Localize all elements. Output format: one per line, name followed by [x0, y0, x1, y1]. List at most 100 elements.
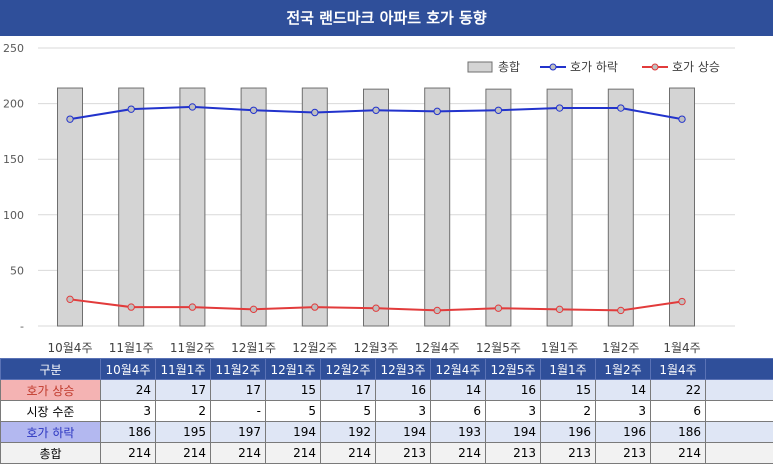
chart-title: 전국 랜드마크 아파트 호가 동향 — [0, 0, 773, 36]
table-cell: 192 — [321, 422, 376, 443]
series-point — [556, 306, 562, 312]
series-point — [250, 306, 256, 312]
table-cell: 3 — [101, 401, 156, 422]
series-point — [67, 296, 73, 302]
x-tick-label: 12월1주 — [231, 341, 276, 355]
table-cell: 2 — [541, 401, 596, 422]
bar-total — [119, 88, 144, 326]
bar-total — [486, 89, 511, 326]
table-header-cell: 12월3주 — [376, 359, 431, 380]
table-header-cell: 구분 — [1, 359, 101, 380]
table-cell: 213 — [541, 443, 596, 464]
bar-total — [608, 89, 633, 326]
series-point — [556, 105, 562, 111]
table-cell: 14 — [431, 380, 486, 401]
bar-total — [364, 89, 389, 326]
bar-total — [58, 88, 83, 326]
series-point — [128, 106, 134, 112]
table-cell: 17 — [321, 380, 376, 401]
x-tick-label: 1월2주 — [602, 341, 639, 355]
bar-total — [670, 88, 695, 326]
table-cell: 3 — [486, 401, 541, 422]
table-cell: 214 — [211, 443, 266, 464]
table-cell: 195 — [156, 422, 211, 443]
table-header-cell: 1월4주 — [651, 359, 706, 380]
x-tick-label: 11월2주 — [170, 341, 215, 355]
table-cell — [706, 401, 773, 422]
x-tick-label: 1월4주 — [663, 341, 700, 355]
legend: 총합 호가 하락 호가 상승 — [468, 60, 720, 74]
series-point — [495, 305, 501, 311]
legend-label: 호가 하락 — [570, 60, 618, 74]
table-cell — [706, 443, 773, 464]
table-cell: 213 — [596, 443, 651, 464]
table-cell: 2 — [156, 401, 211, 422]
x-tick-label: 12월2주 — [292, 341, 337, 355]
table-cell: 17 — [156, 380, 211, 401]
table-header-cell: 1월2주 — [596, 359, 651, 380]
legend-marker — [652, 64, 658, 70]
bar-total — [547, 89, 572, 326]
table-cell: 214 — [651, 443, 706, 464]
table-cell: 214 — [156, 443, 211, 464]
table-cell: 16 — [486, 380, 541, 401]
table-cell: 193 — [431, 422, 486, 443]
table-cell: 6 — [651, 401, 706, 422]
y-tick-label: - — [20, 320, 24, 333]
table-cell: 197 — [211, 422, 266, 443]
table-header-cell: 11월1주 — [156, 359, 211, 380]
table-header-cell: 12월4주 — [431, 359, 486, 380]
table-cell — [706, 380, 773, 401]
series-point — [312, 304, 318, 310]
bar-series — [58, 88, 695, 326]
series-point — [312, 109, 318, 115]
bar-total — [241, 88, 266, 326]
table-cell: 16 — [376, 380, 431, 401]
x-tick-label: 12월4주 — [415, 341, 460, 355]
table-cell: 196 — [596, 422, 651, 443]
table-row-label: 총합 — [1, 443, 101, 464]
series-point — [618, 307, 624, 313]
table-cell: 24 — [101, 380, 156, 401]
series-point — [618, 105, 624, 111]
table-cell: 213 — [486, 443, 541, 464]
legend-label: 총합 — [498, 60, 520, 74]
table-cell: 5 — [321, 401, 376, 422]
x-tick-label: 1월1주 — [541, 341, 578, 355]
y-tick-label: 200 — [3, 98, 24, 111]
table-cell: 17 — [211, 380, 266, 401]
legend-swatch — [468, 62, 492, 72]
x-tick-label: 11월1주 — [109, 341, 154, 355]
table-header-cell: 12월1주 — [266, 359, 321, 380]
bar-total — [425, 88, 450, 326]
table-cell: - — [211, 401, 266, 422]
series-point — [189, 104, 195, 110]
series-point — [373, 305, 379, 311]
table-header-cell: 12월2주 — [321, 359, 376, 380]
table-cell: 194 — [486, 422, 541, 443]
bar-total — [180, 88, 205, 326]
table-cell: 22 — [651, 380, 706, 401]
table-row-label: 시장 수준 — [1, 401, 101, 422]
y-tick-label: 250 — [3, 42, 24, 55]
table-cell: 214 — [266, 443, 321, 464]
table-cell: 213 — [376, 443, 431, 464]
table-header-cell: 1월1주 — [541, 359, 596, 380]
legend-label: 호가 상승 — [672, 60, 720, 74]
x-tick-label: 12월5주 — [476, 341, 521, 355]
table-cell: 196 — [541, 422, 596, 443]
series-point — [373, 107, 379, 113]
table-cell — [706, 422, 773, 443]
series-point — [495, 107, 501, 113]
table-row-label: 호가 상승 — [1, 380, 101, 401]
table-cell: 14 — [596, 380, 651, 401]
series-point — [434, 108, 440, 114]
table-cell: 194 — [266, 422, 321, 443]
table-header-cell — [706, 359, 773, 380]
